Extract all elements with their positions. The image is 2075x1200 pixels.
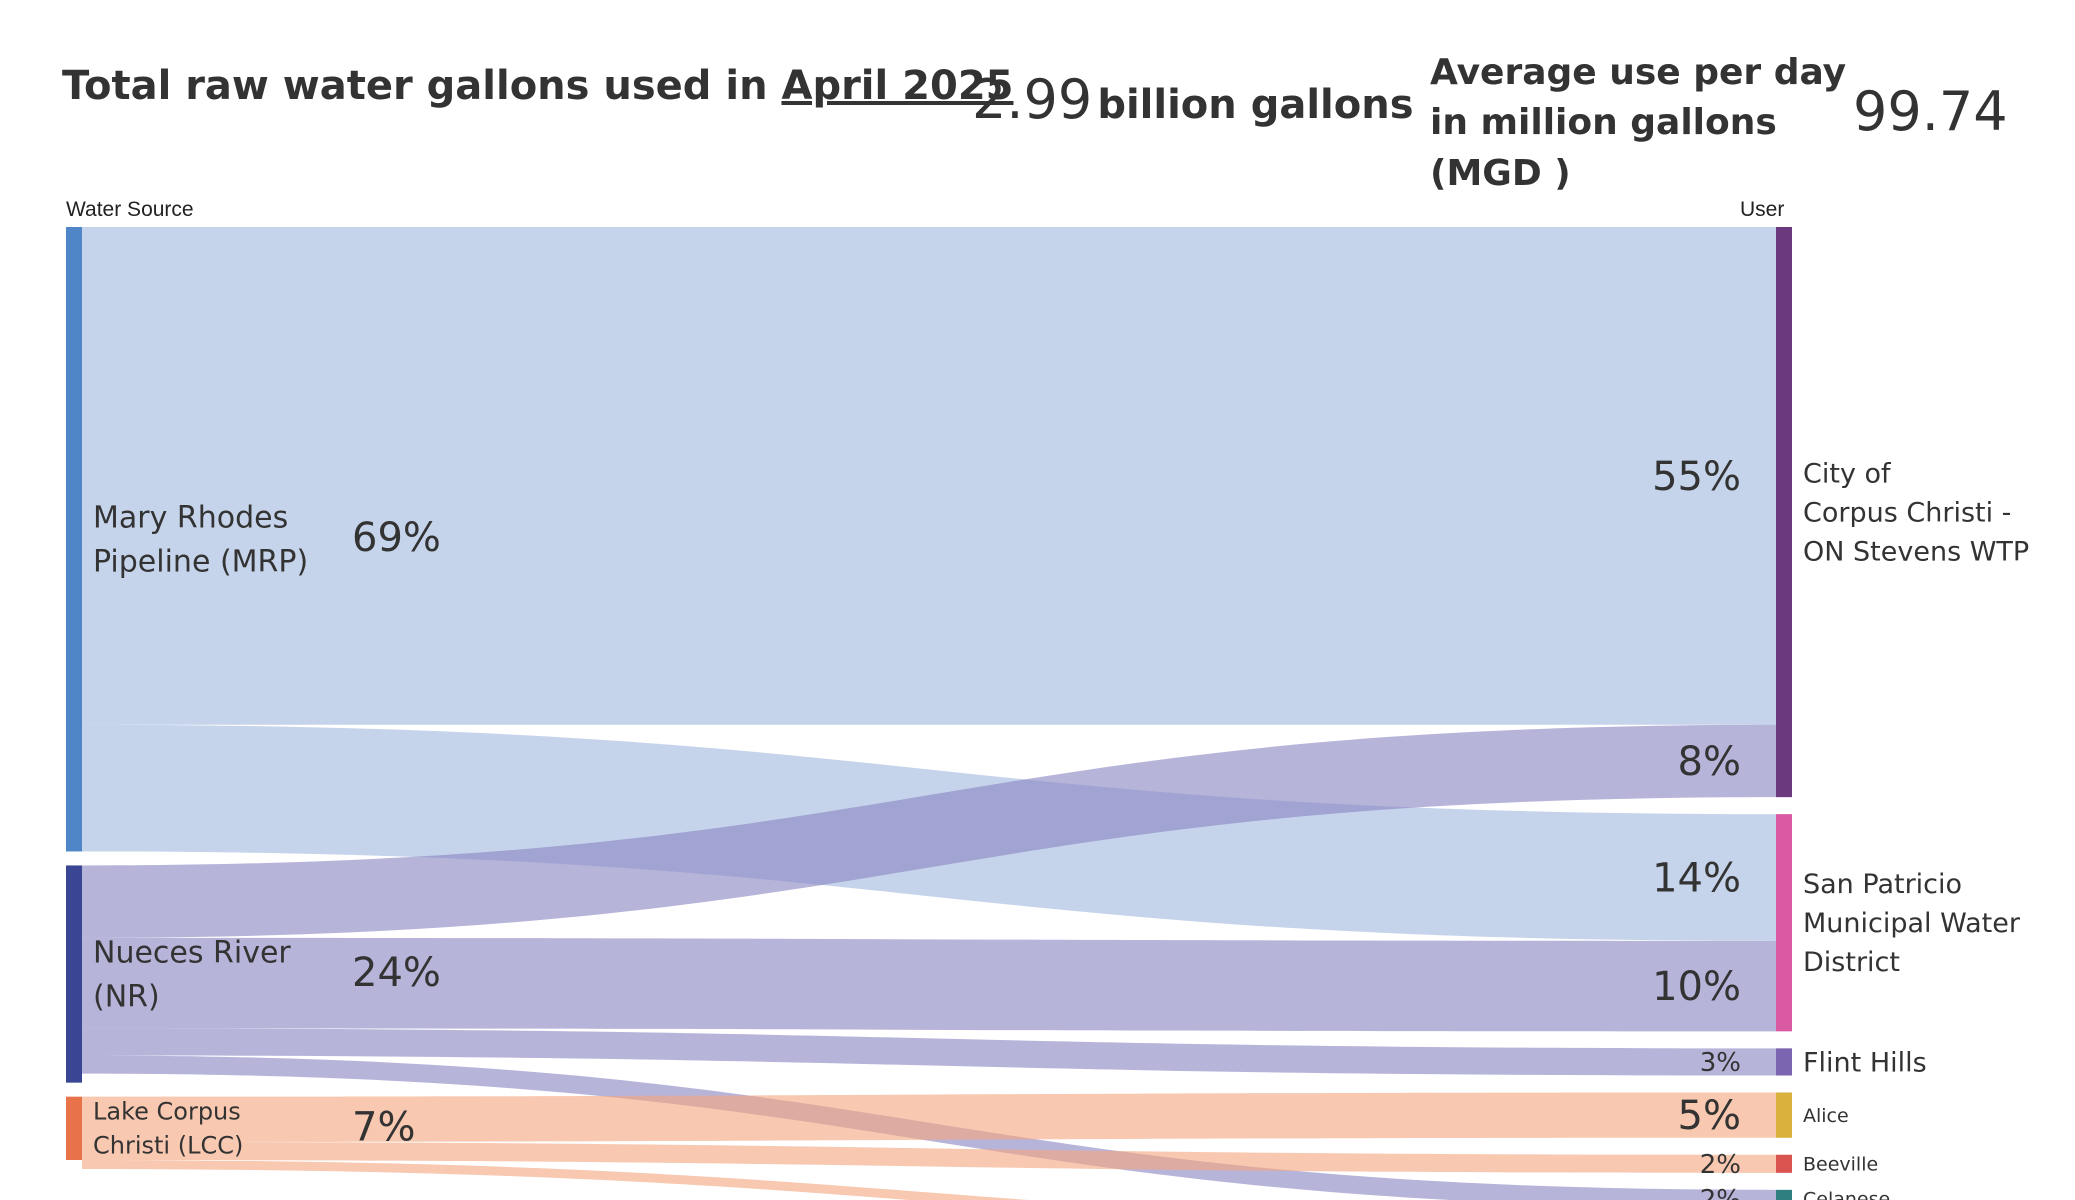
target-node-ce[interactable] (1776, 1189, 1792, 1200)
flow-pct-nr-cc: 8% (1678, 739, 1741, 785)
total-unit: billion gallons (1097, 82, 1414, 128)
flow-pct-nr-sp: 10% (1652, 964, 1741, 1010)
flow-lcc-to-ma[interactable] (82, 1160, 1776, 1200)
source-node-nr[interactable] (66, 865, 82, 1083)
target-label-sp: San Patricio Municipal Water District (1803, 869, 2021, 978)
target-node-fh[interactable] (1776, 1048, 1792, 1076)
target-label-cc: City of Corpus Christi -ON Stevens WTP (1803, 459, 2029, 568)
flow-nr-to-fh[interactable] (82, 1028, 1776, 1076)
flow-nr-to-cc[interactable] (82, 724, 1776, 938)
flow-pct-lcc-al: 5% (1678, 1093, 1741, 1139)
avg-label: Average use per day in million gallons (… (1430, 52, 1847, 194)
flow-pct-nr-ce: 2% (1700, 1185, 1741, 1200)
source-pct-nr: 24% (352, 950, 441, 996)
flow-pct-lcc-be: 2% (1700, 1150, 1741, 1180)
flow-lcc-to-al[interactable] (82, 1092, 1776, 1142)
flow-nr-to-sp[interactable] (82, 937, 1776, 1032)
target-node-be[interactable] (1776, 1154, 1792, 1173)
source-pct-lcc: 7% (352, 1104, 415, 1150)
chart-title: Total raw water gallons used in April 20… (62, 63, 1013, 109)
source-label-mrp: Mary Rhodes Pipeline (MRP) (93, 501, 308, 580)
source-label-nr: Nueces River (NR) (93, 936, 291, 1015)
target-label-ce: Celanese (1803, 1189, 1890, 1200)
total-kpi: 2.99 billion gallons (972, 68, 1414, 131)
flow-pct-mrp-cc: 55% (1652, 454, 1741, 500)
target-label-be: Beeville (1803, 1153, 1878, 1175)
target-label-al: Alice (1803, 1105, 1849, 1127)
title-prefix: Total raw water gallons used in (62, 63, 768, 109)
flow-lcc-to-be[interactable] (82, 1141, 1776, 1173)
target-node-sp[interactable] (1776, 814, 1792, 1032)
target-column-header: User (1740, 198, 1785, 221)
avg-value: 99.74 (1853, 80, 2008, 143)
target-node-cc[interactable] (1776, 227, 1792, 798)
flow-pct-nr-fh: 3% (1700, 1048, 1741, 1078)
flow-mrp-to-cc[interactable] (82, 227, 1776, 725)
source-column-header: Water Source (66, 198, 194, 221)
source-pct-mrp: 69% (352, 515, 441, 561)
target-label-fh: Flint Hills (1803, 1047, 1927, 1078)
source-label-lcc: Lake Corpus Christi (LCC) (93, 1098, 243, 1160)
target-node-al[interactable] (1776, 1092, 1792, 1138)
source-node-mrp[interactable] (66, 227, 82, 852)
title-period: April 2025 (781, 63, 1014, 109)
total-value: 2.99 (972, 68, 1093, 131)
flow-pct-mrp-sp: 14% (1652, 856, 1741, 902)
source-node-lcc[interactable] (66, 1096, 82, 1160)
